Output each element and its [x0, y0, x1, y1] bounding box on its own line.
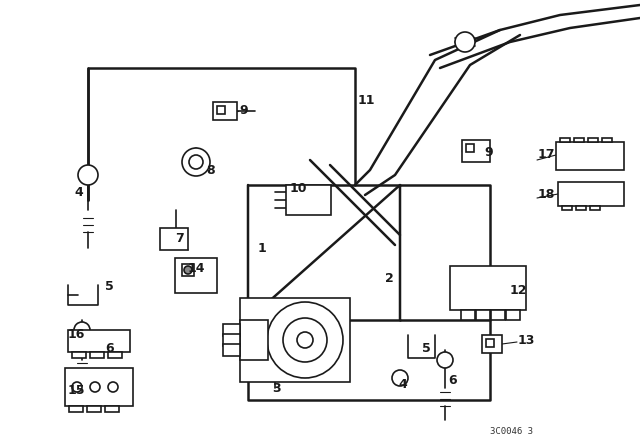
Circle shape [267, 302, 343, 378]
Circle shape [437, 352, 453, 368]
Bar [213, 102, 237, 120]
Text: 9: 9 [239, 103, 248, 116]
Bar [182, 264, 194, 276]
Text: 5: 5 [105, 280, 114, 293]
Bar [486, 339, 494, 347]
Text: 16: 16 [68, 328, 85, 341]
Text: 11: 11 [358, 94, 376, 107]
Bar [491, 310, 505, 320]
Bar [462, 140, 490, 162]
Bar [68, 330, 130, 352]
Bar [90, 352, 104, 358]
Bar [590, 206, 600, 210]
Circle shape [297, 332, 313, 348]
Text: 4: 4 [398, 379, 407, 392]
Text: 18: 18 [538, 189, 556, 202]
Bar [588, 138, 598, 142]
Text: 12: 12 [510, 284, 527, 297]
Circle shape [74, 322, 90, 338]
Bar [558, 182, 624, 206]
Text: 8: 8 [206, 164, 214, 177]
Text: 5: 5 [422, 341, 431, 354]
Circle shape [72, 382, 82, 392]
Bar [87, 406, 101, 412]
Bar [286, 185, 331, 215]
Bar [65, 368, 133, 406]
Bar [461, 310, 475, 320]
Bar [562, 206, 572, 210]
Bar [175, 258, 217, 293]
Text: 10: 10 [290, 181, 307, 194]
Circle shape [90, 382, 100, 392]
Text: 3: 3 [272, 382, 280, 395]
Bar [476, 310, 490, 320]
Text: 15: 15 [68, 383, 86, 396]
Circle shape [184, 266, 192, 274]
Text: 6: 6 [448, 374, 456, 387]
Text: 7: 7 [175, 232, 184, 245]
Circle shape [189, 155, 203, 169]
Bar [108, 352, 122, 358]
Bar [160, 228, 188, 250]
Bar [240, 298, 350, 382]
Bar [506, 310, 520, 320]
Circle shape [392, 370, 408, 386]
Circle shape [78, 165, 98, 185]
Bar [466, 144, 474, 152]
Circle shape [455, 32, 475, 52]
Text: 14: 14 [188, 262, 205, 275]
Bar [223, 344, 240, 356]
Bar [69, 406, 83, 412]
Circle shape [108, 382, 118, 392]
Bar [450, 266, 526, 310]
Bar [223, 334, 240, 346]
Text: 3C0046 3: 3C0046 3 [490, 427, 533, 436]
Bar [560, 138, 570, 142]
Bar [217, 106, 225, 114]
Text: 1: 1 [258, 241, 267, 254]
Text: 6: 6 [105, 341, 114, 354]
Bar [240, 320, 268, 360]
Bar [105, 406, 119, 412]
Bar [602, 138, 612, 142]
Text: 2: 2 [385, 271, 394, 284]
Bar [223, 324, 240, 336]
Text: 9: 9 [484, 146, 493, 159]
Text: 13: 13 [518, 333, 536, 346]
Bar [574, 138, 584, 142]
Bar [576, 206, 586, 210]
Circle shape [182, 148, 210, 176]
Text: 17: 17 [538, 148, 556, 161]
Text: 4: 4 [74, 185, 83, 198]
Bar [556, 142, 624, 170]
Circle shape [283, 318, 327, 362]
Bar [482, 335, 502, 353]
Bar [72, 352, 86, 358]
